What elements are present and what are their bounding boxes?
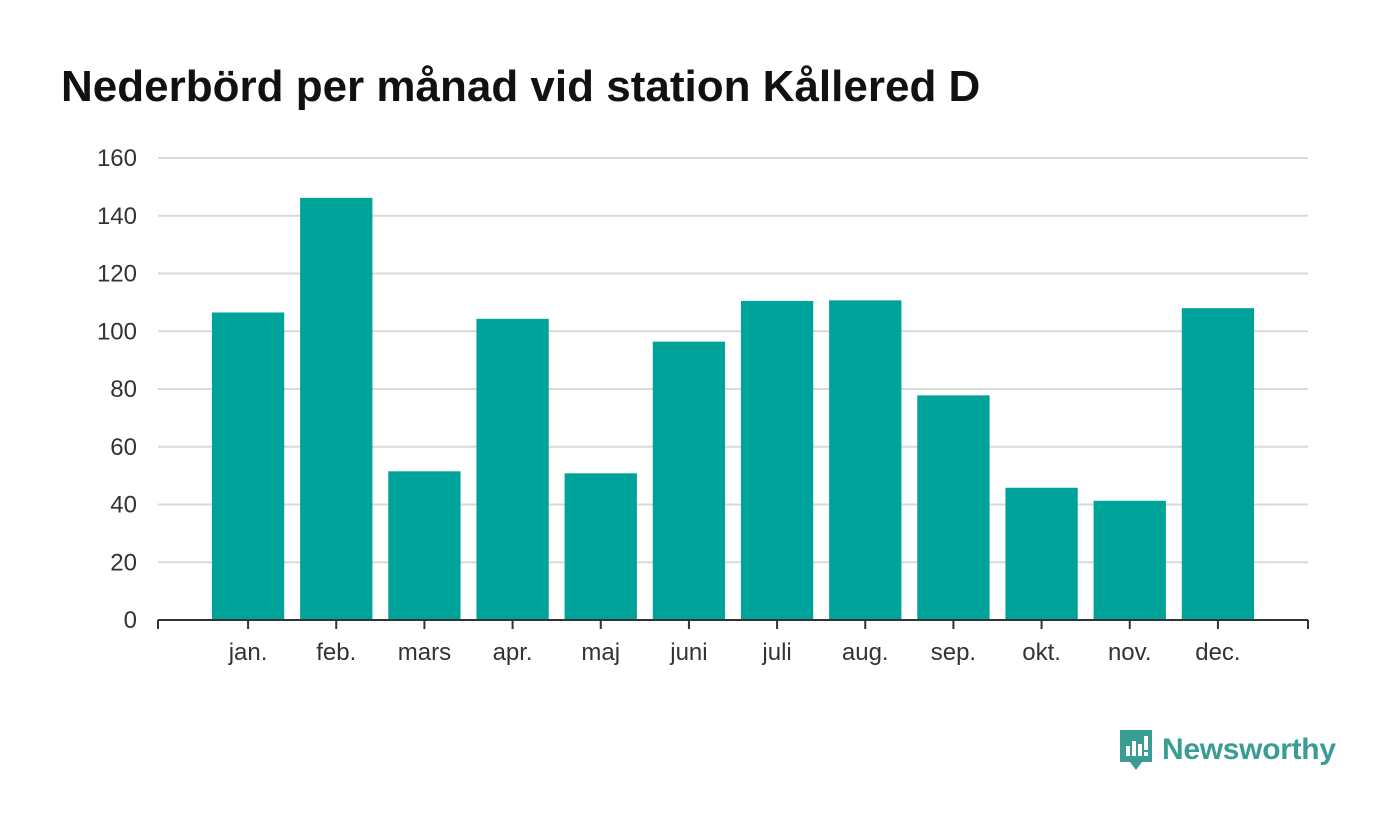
bar	[1093, 500, 1166, 620]
y-tick-label: 0	[124, 607, 137, 634]
x-tick-label: jan.	[228, 639, 268, 666]
x-axis	[157, 619, 1309, 629]
y-tick-label: 40	[110, 492, 137, 519]
logo-text: Newsworthy	[1162, 733, 1336, 766]
y-tick-label: 80	[110, 376, 137, 403]
x-tick-label: juli	[761, 639, 791, 666]
x-tick-label: dec.	[1195, 639, 1240, 666]
bar	[388, 471, 461, 620]
bar	[476, 318, 549, 620]
y-tick-label: 100	[97, 318, 137, 345]
x-tick-label: juni	[669, 639, 707, 666]
bar	[564, 473, 637, 620]
x-tick-label: aug.	[842, 639, 889, 666]
y-tick-label: 20	[110, 549, 137, 576]
bar	[211, 312, 285, 620]
bar	[917, 395, 990, 620]
x-tick-label: apr.	[493, 639, 533, 666]
y-axis-tick-labels: 0 20 40 60 80 100 120 140 160	[97, 145, 137, 634]
x-tick-label: feb.	[316, 639, 356, 666]
newsworthy-logo: Newsworthy	[1118, 728, 1336, 772]
bar	[1181, 308, 1255, 620]
bars	[211, 197, 1255, 620]
y-tick-label: 60	[110, 434, 137, 461]
x-tick-label: mars	[398, 639, 451, 666]
x-axis-tick-labels: jan. feb. mars apr. maj juni juli aug. sep. okt. n…	[228, 639, 1241, 666]
x-tick-label: maj	[581, 639, 620, 666]
x-tick-label: sep.	[931, 639, 976, 666]
y-tick-label: 120	[97, 261, 137, 288]
y-tick-label: 160	[97, 145, 137, 172]
bar	[300, 197, 373, 620]
bar	[829, 300, 902, 620]
chart-title: Nederbörd per månad vid station Kållered…	[61, 62, 981, 111]
newsworthy-logo-icon	[1120, 730, 1152, 770]
bar	[652, 341, 726, 620]
bar	[740, 300, 814, 620]
y-tick-label: 140	[97, 203, 137, 230]
bar	[1005, 487, 1078, 620]
x-tick-label: okt.	[1022, 639, 1061, 666]
x-tick-label: nov.	[1108, 639, 1152, 666]
